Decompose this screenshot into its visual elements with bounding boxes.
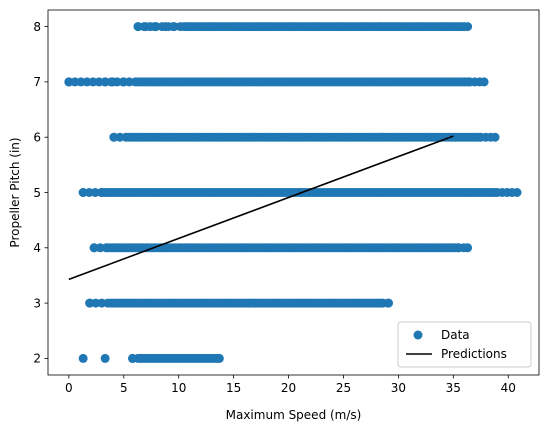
- legend: Data Predictions: [397, 321, 532, 368]
- prediction-line: [68, 135, 454, 281]
- y-tick-label: 3: [33, 296, 41, 310]
- x-axis-label: Maximum Speed (m/s): [226, 408, 362, 422]
- y-tick-label: 6: [33, 130, 41, 144]
- x-tick-label: 40: [501, 381, 516, 395]
- data-point: [376, 298, 386, 308]
- y-tick-label: 7: [33, 75, 41, 89]
- legend-entry-predictions: Predictions: [441, 347, 507, 361]
- y-axis-label: Propeller Pitch (in): [8, 137, 22, 247]
- data-point: [383, 298, 393, 308]
- data-point: [491, 188, 501, 197]
- legend-box: [397, 321, 532, 368]
- data-point: [78, 353, 88, 363]
- data-point: [475, 77, 485, 87]
- y-tick-label: 4: [33, 241, 41, 255]
- prediction-line-layer: [68, 135, 454, 281]
- x-tick-label: 20: [281, 381, 296, 395]
- data-point: [507, 188, 517, 197]
- data-point: [486, 132, 496, 142]
- x-tick-label: 15: [226, 381, 241, 395]
- y-axis-ticks: 2 3 4 5 6 7 8: [33, 20, 48, 366]
- x-tick-label: 25: [336, 381, 351, 395]
- x-tick-label: 10: [171, 381, 186, 395]
- x-axis-ticks: 0 5 10 15 20 25 30 35 40: [65, 375, 516, 395]
- x-tick-label: 35: [446, 381, 461, 395]
- y-tick-label: 2: [33, 352, 41, 366]
- data-point: [100, 353, 110, 363]
- x-tick-label: 5: [120, 381, 128, 395]
- data-point: [475, 132, 485, 142]
- legend-entry-data: Data: [441, 328, 470, 342]
- y-tick-label: 5: [33, 186, 41, 200]
- x-tick-label: 30: [391, 381, 406, 395]
- data-point: [457, 22, 467, 32]
- data-point: [210, 353, 220, 363]
- y-tick-label: 8: [33, 20, 41, 34]
- data-point: [464, 77, 474, 87]
- data-points: [64, 22, 522, 363]
- x-tick-label: 0: [65, 381, 73, 395]
- legend-marker-data: [413, 330, 423, 340]
- data-point: [453, 243, 463, 253]
